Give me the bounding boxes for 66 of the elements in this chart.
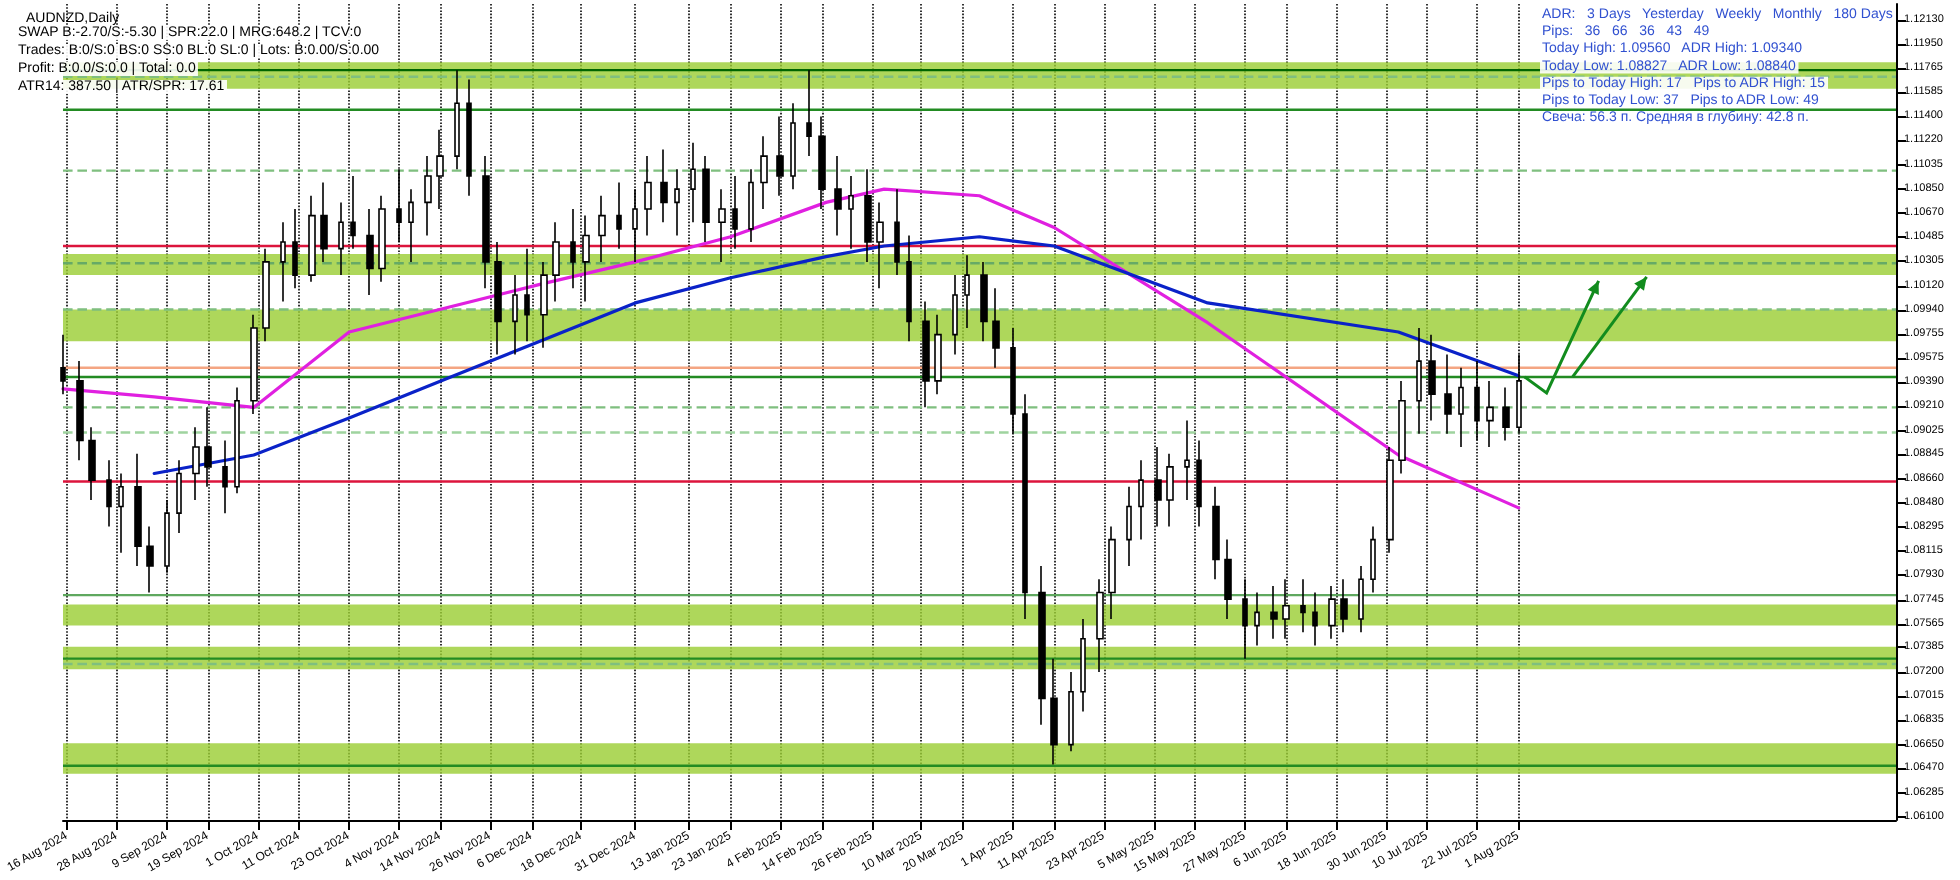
candlestick	[308, 194, 316, 283]
candlestick	[1224, 538, 1232, 620]
candlestick	[76, 360, 84, 462]
candlestick	[222, 439, 228, 514]
candlestick	[1312, 591, 1318, 647]
candlestick	[338, 201, 344, 276]
candlestick	[992, 287, 1000, 369]
candlestick	[512, 274, 518, 356]
candlestick	[1254, 591, 1260, 647]
candlestick	[366, 208, 374, 296]
candlestick	[1270, 585, 1278, 640]
candlestick	[1068, 671, 1074, 753]
candlestick	[552, 221, 560, 303]
candlestick	[1358, 565, 1364, 633]
candlestick	[952, 274, 958, 356]
candlestick	[106, 459, 112, 528]
candlestick	[1166, 452, 1174, 528]
candlestick	[1300, 578, 1306, 633]
candlestick	[1370, 525, 1376, 594]
candlestick	[660, 148, 668, 224]
candlestick	[570, 208, 576, 290]
candlestick	[88, 426, 96, 501]
candlestick	[134, 452, 142, 567]
candlestick	[980, 261, 988, 343]
candlestick	[1486, 380, 1494, 448]
candlestick	[1458, 366, 1464, 448]
candlestick	[718, 188, 726, 263]
candlestick	[1444, 353, 1452, 435]
candlestick	[234, 386, 240, 495]
candlestick	[1138, 459, 1144, 541]
candlestick	[790, 102, 796, 190]
line-series	[61, 187, 1521, 510]
candlestick	[1126, 485, 1132, 567]
candlestick	[616, 181, 622, 250]
candlestick	[1184, 419, 1190, 501]
candlestick	[1080, 618, 1086, 713]
candlestick	[644, 155, 652, 237]
candlestick	[408, 188, 414, 263]
candlestick	[834, 155, 842, 237]
candlestick	[934, 313, 942, 395]
candlestick	[1416, 327, 1422, 435]
candlestick	[1038, 565, 1046, 726]
candlestick	[760, 135, 768, 210]
candlestick	[424, 155, 432, 237]
candlestick	[702, 155, 710, 243]
candlestick	[192, 426, 200, 501]
candlestick	[540, 261, 548, 349]
candlestick	[454, 69, 460, 171]
candlestick	[1212, 485, 1220, 581]
candlestick	[176, 459, 182, 534]
candlestick	[1502, 386, 1510, 442]
candlestick	[280, 221, 286, 303]
candlestick	[906, 234, 912, 343]
candlestick	[674, 168, 680, 237]
candlestick	[146, 525, 154, 594]
candlestick	[894, 188, 900, 276]
candlestick	[320, 181, 328, 263]
line-series	[152, 235, 1521, 476]
candlestick	[1398, 380, 1406, 475]
candlestick	[806, 69, 812, 157]
candlestick	[598, 194, 606, 263]
candlestick	[466, 78, 472, 197]
candlestick	[1022, 393, 1028, 620]
candlestick	[748, 168, 754, 243]
candlestick	[378, 194, 386, 283]
candlestick	[848, 175, 854, 250]
